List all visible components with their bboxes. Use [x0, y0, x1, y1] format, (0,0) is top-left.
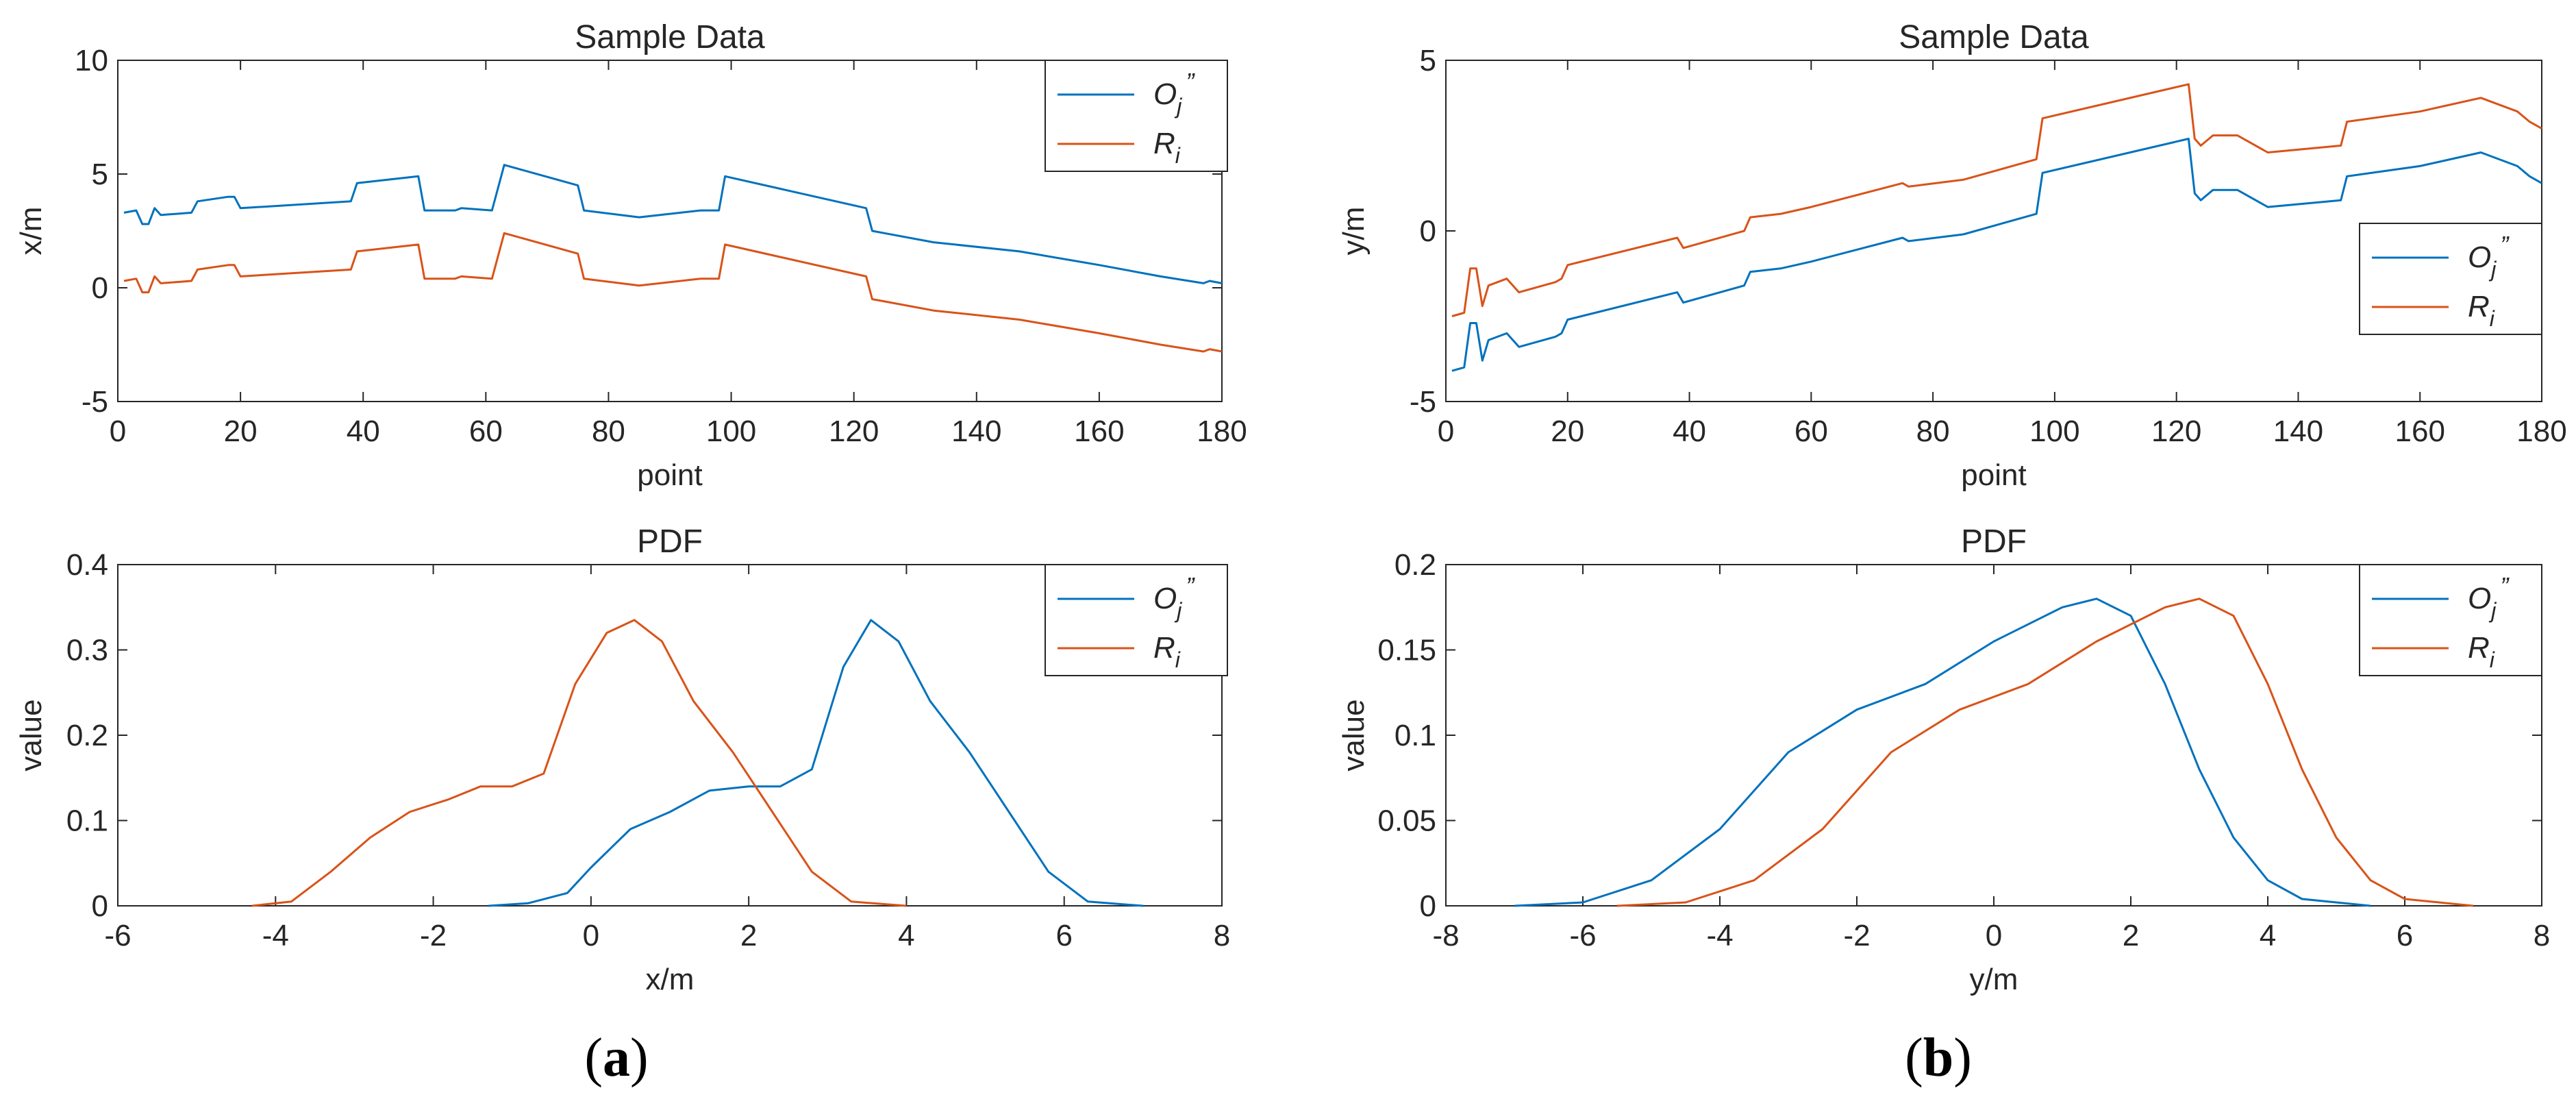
y-tick-label: 5	[1420, 44, 1436, 77]
x-axis-label: x/m	[646, 963, 695, 996]
y-axis-label: y/m	[1337, 207, 1371, 256]
x-tick-label: 6	[1055, 919, 1072, 952]
legend-box	[1045, 60, 1228, 172]
x-tick-label: 140	[951, 415, 1001, 448]
x-tick-label: 0	[110, 415, 126, 448]
legend-label: Ri	[1153, 127, 1181, 168]
x-tick-label: -8	[1432, 919, 1459, 952]
y-tick-label: 0.1	[66, 804, 108, 838]
series-line-R-i	[1616, 597, 2474, 907]
plot-area	[117, 60, 1223, 402]
legend-label: Oj”	[2468, 231, 2510, 282]
x-tick-label: 4	[898, 919, 914, 952]
x-tick-label: 60	[469, 415, 503, 448]
x-tick-label: 20	[224, 415, 258, 448]
x-tick-label: 100	[706, 415, 756, 448]
chart-title: PDF	[1961, 523, 2027, 560]
chart-title: Sample Data	[1899, 19, 2089, 56]
x-tick-label: -6	[104, 919, 131, 952]
y-axis-label: value	[1337, 699, 1371, 771]
panel-label-a: (a)	[584, 1028, 648, 1088]
x-tick-label: -4	[262, 919, 289, 952]
x-tick-label: 20	[1551, 415, 1584, 448]
legend-label: Ri	[2468, 290, 2495, 331]
legend-box	[2359, 564, 2542, 676]
series-line-R-i	[1451, 83, 2542, 317]
x-tick-label: -2	[420, 919, 447, 952]
x-tick-label: 40	[1673, 415, 1706, 448]
x-tick-label: -2	[1843, 919, 1870, 952]
x-tick-label: 120	[829, 415, 879, 448]
legend-box	[1045, 564, 1228, 676]
y-tick-label: 0	[1420, 889, 1436, 923]
chart-title: PDF	[637, 523, 703, 560]
chart-title: Sample Data	[575, 19, 765, 56]
y-tick-label: 10	[75, 44, 108, 77]
x-tick-label: 8	[2534, 919, 2550, 952]
x-axis-label: point	[637, 458, 702, 492]
series-line-O-j	[1451, 138, 2542, 372]
x-tick-label: 100	[2029, 415, 2079, 448]
series-line-O-j	[1514, 597, 2371, 907]
plot-area	[117, 564, 1223, 907]
y-tick-label: 0.15	[1377, 634, 1436, 667]
series-line-O-j	[488, 619, 1144, 907]
panel-label-b: (b)	[1905, 1028, 1972, 1088]
x-tick-label: 60	[1795, 415, 1828, 448]
y-tick-label: 0.4	[66, 548, 108, 582]
x-axis-label: y/m	[1970, 963, 2018, 996]
x-tick-label: 40	[347, 415, 380, 448]
legend-box	[2359, 223, 2542, 335]
x-tick-label: 8	[1214, 919, 1230, 952]
y-tick-label: 0.1	[1395, 719, 1436, 752]
y-tick-label: -5	[1410, 385, 1436, 419]
y-tick-label: 0	[1420, 214, 1436, 248]
x-tick-label: 80	[1916, 415, 1950, 448]
y-tick-label: 0	[92, 889, 108, 923]
x-tick-label: 140	[2273, 415, 2323, 448]
series-line-R-i	[123, 232, 1223, 353]
x-tick-label: -6	[1569, 919, 1596, 952]
x-tick-label: 0	[1986, 919, 2002, 952]
y-tick-label: 5	[92, 158, 108, 191]
x-tick-label: 0	[1438, 415, 1454, 448]
y-axis-label: x/m	[14, 207, 48, 256]
y-axis-label: value	[14, 699, 48, 771]
y-tick-label: 0	[92, 271, 108, 305]
y-tick-label: -5	[82, 385, 108, 419]
chart-4: -8 -6 -4 -2 0 2 4 6 800.050.10.150.2PDFy/mvalueO…	[1337, 523, 2550, 996]
x-tick-label: 0	[583, 919, 599, 952]
x-tick-label: 120	[2151, 415, 2201, 448]
x-tick-label: 80	[592, 415, 625, 448]
y-tick-label: 0.05	[1377, 804, 1436, 838]
x-tick-label: 180	[2516, 415, 2566, 448]
y-tick-label: 0.3	[66, 634, 108, 667]
x-tick-label: -4	[1706, 919, 1733, 952]
x-tick-label: 180	[1197, 415, 1247, 448]
series-line-O-j	[123, 164, 1223, 284]
y-tick-label: 0.2	[1395, 548, 1436, 582]
x-tick-label: 2	[740, 919, 757, 952]
legend-label: Ri	[1153, 631, 1181, 672]
x-axis-label: point	[1961, 458, 2026, 492]
legend-label: Ri	[2468, 631, 2495, 672]
series-line-R-i	[251, 619, 907, 907]
x-tick-label: 2	[2123, 919, 2139, 952]
x-tick-label: 160	[2395, 415, 2445, 448]
x-tick-label: 4	[2260, 919, 2276, 952]
x-tick-label: 160	[1074, 415, 1124, 448]
x-tick-label: 6	[2397, 919, 2413, 952]
y-tick-label: 0.2	[66, 719, 108, 752]
